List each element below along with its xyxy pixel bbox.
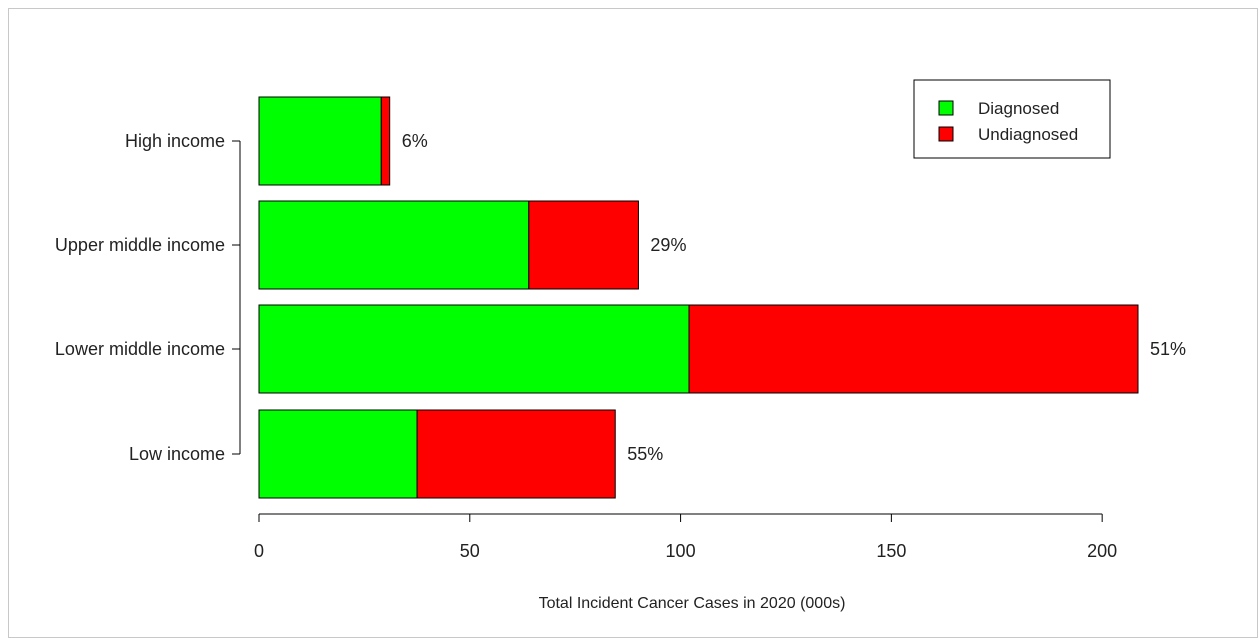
bar-diagnosed-low-income (258, 409, 418, 499)
data-label-high-income: 6% (402, 131, 428, 151)
bar-diagnosed-upper-middle-income (258, 200, 530, 290)
bar-group (258, 96, 1139, 499)
legend-swatch-diagnosed (938, 100, 954, 116)
data-label-low-income: 55% (627, 444, 663, 464)
legend-box (913, 79, 1111, 159)
legend-label-undiagnosed: Undiagnosed (978, 125, 1078, 144)
y-tick-label-lower-middle-income: Lower middle income (55, 339, 225, 359)
x-tick-label-50: 50 (460, 541, 480, 561)
y-tick-label-upper-middle-income: Upper middle income (55, 235, 225, 255)
x-tick-label-100: 100 (666, 541, 696, 561)
y-tick-label-low-income: Low income (129, 444, 225, 464)
x-axis: 0 50 100 150 200 (254, 513, 1117, 561)
data-label-lower-middle-income: 51% (1150, 339, 1186, 359)
y-tick-label-high-income: High income (125, 131, 225, 151)
legend-swatch-undiagnosed (938, 126, 954, 142)
bar-undiagnosed-lower-middle-income (688, 304, 1139, 394)
x-axis-title: Total Incident Cancer Cases in 2020 (000… (539, 595, 846, 612)
legend: Diagnosed Undiagnosed (913, 79, 1111, 159)
legend-label-diagnosed: Diagnosed (978, 99, 1059, 118)
data-label-group: 6% 29% 51% 55% (402, 131, 1186, 464)
x-tick-label-0: 0 (254, 541, 264, 561)
bar-diagnosed-lower-middle-income (258, 304, 690, 394)
x-tick-label-200: 200 (1087, 541, 1117, 561)
y-axis: High income Upper middle income Lower midd… (55, 131, 241, 464)
bar-diagnosed-high-income (258, 96, 382, 186)
x-tick-label-150: 150 (876, 541, 906, 561)
bar-undiagnosed-upper-middle-income (528, 200, 639, 290)
bar-undiagnosed-high-income (380, 96, 391, 186)
data-label-upper-middle-income: 29% (650, 235, 686, 255)
bar-undiagnosed-low-income (416, 409, 616, 499)
